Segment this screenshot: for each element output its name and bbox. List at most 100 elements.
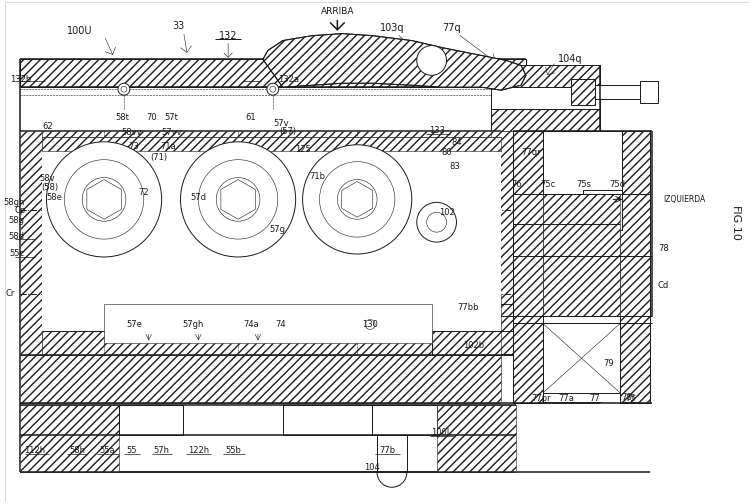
Circle shape [320,162,395,237]
Text: 78: 78 [658,243,669,253]
Text: 77qr: 77qr [521,148,541,157]
Text: 58t: 58t [115,113,129,122]
Text: 58d: 58d [9,232,25,240]
Text: 77b: 77b [379,446,395,455]
Text: 57h: 57h [154,446,170,455]
Bar [491,66,601,87]
Bar [372,405,436,434]
Bar [41,230,389,246]
Bar [543,324,620,393]
Text: 83: 83 [449,162,460,171]
Text: 104q: 104q [558,54,583,65]
Text: 57gh: 57gh [183,320,204,329]
Bar [20,131,41,355]
Text: 70: 70 [146,113,157,122]
Text: 72: 72 [139,188,149,197]
Bar [583,191,622,230]
Bar [41,250,389,264]
Bar [543,256,620,316]
Text: 100U: 100U [67,26,92,36]
Circle shape [121,86,127,92]
Circle shape [181,142,296,257]
Polygon shape [221,179,255,219]
Text: 132a: 132a [278,75,298,84]
Bar [283,405,372,434]
Bar [571,79,596,105]
Text: 130: 130 [362,320,378,329]
Text: 58h: 58h [69,446,86,455]
Text: 57t: 57t [165,113,178,122]
Text: 77q: 77q [442,23,460,33]
Bar [513,131,543,403]
Text: 75c: 75c [540,180,556,189]
Bar [243,214,342,234]
Text: 77pr: 77pr [531,395,550,403]
Bar [41,212,389,226]
Bar [491,131,513,355]
Text: 75d: 75d [609,180,625,189]
Text: 103q: 103q [380,23,404,33]
Text: Cr: Cr [5,289,15,298]
Circle shape [46,142,162,257]
Text: ARRIBA: ARRIBA [320,7,354,16]
Text: 78r: 78r [621,394,635,402]
Text: 58g: 58g [9,216,25,225]
Text: 132b: 132b [10,75,32,84]
Bar [580,85,650,99]
Text: 76: 76 [512,180,523,189]
Bar [41,137,501,151]
Bar [104,303,432,343]
Bar [543,195,620,256]
Circle shape [302,145,412,254]
Circle shape [82,177,126,221]
Text: 57g: 57g [270,225,286,234]
Polygon shape [342,181,373,217]
Circle shape [427,212,446,232]
Text: 58gh: 58gh [3,198,25,207]
Text: 133: 133 [428,127,445,136]
Text: (58): (58) [41,183,58,192]
Text: 57vv: 57vv [161,129,182,138]
Circle shape [270,86,276,92]
Bar [20,334,501,355]
Text: 84: 84 [452,138,462,147]
Text: 125: 125 [295,145,310,154]
Bar [543,131,622,195]
Bar [543,195,583,224]
Circle shape [216,177,260,221]
Text: 80: 80 [441,148,452,157]
Bar [41,151,501,332]
Text: Cd: Cd [658,281,669,290]
Bar [620,131,650,403]
Text: 77bb: 77bb [458,303,479,312]
Bar [491,109,601,131]
Polygon shape [87,179,122,219]
Text: 62: 62 [43,122,53,132]
Text: 74: 74 [275,320,286,329]
Circle shape [338,179,377,219]
Text: 75: 75 [625,395,635,403]
Text: 73: 73 [128,142,140,151]
Text: (57): (57) [279,128,296,137]
Text: 58e: 58e [46,193,62,202]
Text: Cp: Cp [15,206,26,215]
Circle shape [365,320,375,330]
Text: 55: 55 [127,446,137,455]
Circle shape [417,45,446,75]
Text: 77a: 77a [559,395,574,403]
Text: 58v: 58v [40,174,56,183]
Text: 75s: 75s [576,180,591,189]
Text: 55b: 55b [225,446,241,455]
Bar [491,87,601,109]
Text: 58vv: 58vv [122,129,142,138]
Text: 102b: 102b [463,341,484,350]
Text: 57d: 57d [190,193,206,202]
Bar [20,355,501,403]
Text: 55a: 55a [99,446,115,455]
Bar [20,131,501,147]
Bar [119,405,184,434]
Text: 77: 77 [589,395,600,403]
Text: FIG.10: FIG.10 [730,206,740,242]
Text: 55c: 55c [10,249,25,259]
Bar [436,405,516,472]
